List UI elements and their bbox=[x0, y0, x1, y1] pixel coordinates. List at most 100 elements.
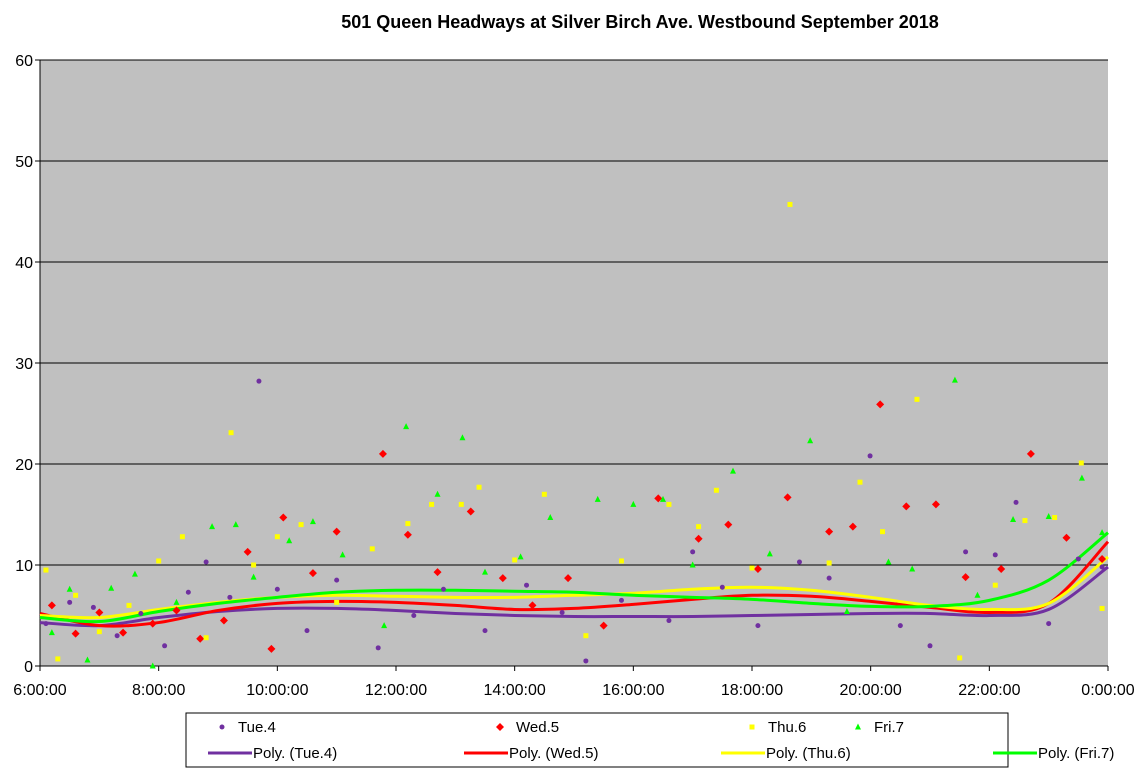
data-point-thu-6 bbox=[369, 546, 375, 552]
chart-title: 501 Queen Headways at Silver Birch Ave. … bbox=[341, 12, 939, 32]
data-point-wed-5 bbox=[848, 522, 857, 531]
data-point-wed-5 bbox=[654, 494, 663, 503]
data-point-thu-6 bbox=[696, 524, 702, 530]
x-tick-label: 22:00:00 bbox=[958, 682, 1020, 699]
data-point-thu-6 bbox=[1099, 605, 1105, 611]
data-point-fri-7 bbox=[66, 585, 73, 592]
legend-marker-tue-4 bbox=[219, 724, 225, 730]
data-point-wed-5 bbox=[528, 601, 537, 610]
data-point-thu-6 bbox=[541, 491, 547, 497]
legend bbox=[185, 712, 1009, 768]
data-point-thu-6 bbox=[992, 582, 998, 588]
data-point-tue-4 bbox=[256, 378, 262, 384]
data-point-fri-7 bbox=[547, 514, 554, 521]
data-point-wed-5 bbox=[724, 520, 733, 529]
data-point-tue-4 bbox=[690, 549, 696, 555]
data-point-thu-6 bbox=[96, 629, 102, 635]
data-point-tue-4 bbox=[114, 633, 120, 639]
data-point-thu-6 bbox=[857, 479, 863, 485]
data-point-fri-7 bbox=[885, 558, 892, 565]
data-point-fri-7 bbox=[84, 656, 91, 663]
data-point-thu-6 bbox=[476, 484, 482, 490]
data-point-thu-6 bbox=[713, 487, 719, 493]
data-point-fri-7 bbox=[843, 607, 850, 614]
data-point-tue-4 bbox=[719, 584, 725, 590]
legend-label: Fri.7 bbox=[874, 719, 904, 736]
data-point-wed-5 bbox=[753, 565, 762, 574]
data-point-wed-5 bbox=[403, 530, 412, 539]
data-point-tue-4 bbox=[43, 621, 49, 627]
y-tick-label: 20 bbox=[15, 457, 33, 474]
x-tick-label: 16:00:00 bbox=[602, 682, 664, 699]
data-point-fri-7 bbox=[48, 629, 55, 636]
data-point-thu-6 bbox=[228, 430, 234, 436]
data-point-fri-7 bbox=[309, 518, 316, 525]
legend-label: Poly. (Thu.6) bbox=[766, 745, 851, 762]
data-point-wed-5 bbox=[961, 573, 970, 582]
data-point-thu-6 bbox=[618, 558, 624, 564]
data-point-wed-5 bbox=[564, 574, 573, 583]
data-point-fri-7 bbox=[339, 551, 346, 558]
data-point-wed-5 bbox=[931, 500, 940, 509]
data-point-tue-4 bbox=[227, 594, 233, 600]
trendline-poly-wed-5- bbox=[39, 540, 1110, 628]
data-point-fri-7 bbox=[286, 537, 293, 544]
data-point-fri-7 bbox=[482, 568, 488, 575]
data-point-tue-4 bbox=[559, 609, 565, 615]
data-point-fri-7 bbox=[459, 434, 466, 441]
data-point-thu-6 bbox=[957, 655, 963, 661]
x-tick-label: 6:00:00 bbox=[13, 682, 66, 699]
data-point-wed-5 bbox=[783, 493, 792, 502]
data-point-wed-5 bbox=[997, 565, 1006, 574]
data-point-thu-6 bbox=[55, 656, 61, 662]
data-point-thu-6 bbox=[274, 534, 280, 540]
y-tick-label: 40 bbox=[15, 255, 33, 272]
x-tick-label: 12:00:00 bbox=[365, 682, 427, 699]
data-point-tue-4 bbox=[1013, 499, 1019, 505]
data-point-tue-4 bbox=[618, 597, 624, 603]
data-point-tue-4 bbox=[897, 623, 903, 629]
data-point-tue-4 bbox=[666, 618, 672, 624]
data-point-thu-6 bbox=[1022, 518, 1028, 524]
data-point-tue-4 bbox=[185, 589, 191, 595]
data-point-tue-4 bbox=[1099, 564, 1105, 570]
data-point-wed-5 bbox=[196, 634, 205, 643]
data-point-fri-7 bbox=[108, 584, 115, 591]
data-point-wed-5 bbox=[694, 534, 703, 543]
data-point-fri-7 bbox=[630, 500, 637, 507]
data-point-fri-7 bbox=[209, 523, 216, 530]
data-point-tue-4 bbox=[138, 610, 144, 616]
legend-marker-thu-6 bbox=[749, 724, 755, 730]
y-tick-label: 50 bbox=[15, 154, 33, 171]
data-point-fri-7 bbox=[131, 570, 138, 577]
y-tick-label: 10 bbox=[15, 558, 33, 575]
x-tick-label: 18:00:00 bbox=[721, 682, 783, 699]
data-point-wed-5 bbox=[599, 621, 608, 630]
legend-marker-wed-5 bbox=[496, 723, 504, 731]
legend-label: Poly. (Fri.7) bbox=[1038, 745, 1114, 762]
data-point-fri-7 bbox=[951, 376, 958, 383]
data-point-fri-7 bbox=[594, 495, 601, 502]
data-point-wed-5 bbox=[148, 619, 157, 628]
data-point-wed-5 bbox=[267, 644, 276, 653]
data-point-wed-5 bbox=[378, 449, 387, 458]
data-point-thu-6 bbox=[203, 635, 209, 641]
data-point-fri-7 bbox=[434, 490, 441, 497]
data-point-tue-4 bbox=[334, 577, 340, 583]
data-point-thu-6 bbox=[512, 557, 518, 563]
data-point-thu-6 bbox=[405, 521, 411, 527]
data-point-wed-5 bbox=[95, 608, 104, 617]
data-point-thu-6 bbox=[73, 592, 79, 598]
data-point-tue-4 bbox=[67, 599, 73, 605]
data-point-tue-4 bbox=[274, 586, 280, 592]
data-point-wed-5 bbox=[308, 569, 317, 578]
data-point-wed-5 bbox=[498, 574, 507, 583]
data-point-thu-6 bbox=[1078, 460, 1084, 466]
data-point-wed-5 bbox=[1026, 449, 1035, 458]
data-point-wed-5 bbox=[243, 547, 252, 556]
data-point-thu-6 bbox=[1052, 515, 1058, 521]
data-point-fri-7 bbox=[250, 573, 257, 580]
data-point-wed-5 bbox=[119, 628, 128, 637]
data-point-thu-6 bbox=[914, 396, 920, 402]
